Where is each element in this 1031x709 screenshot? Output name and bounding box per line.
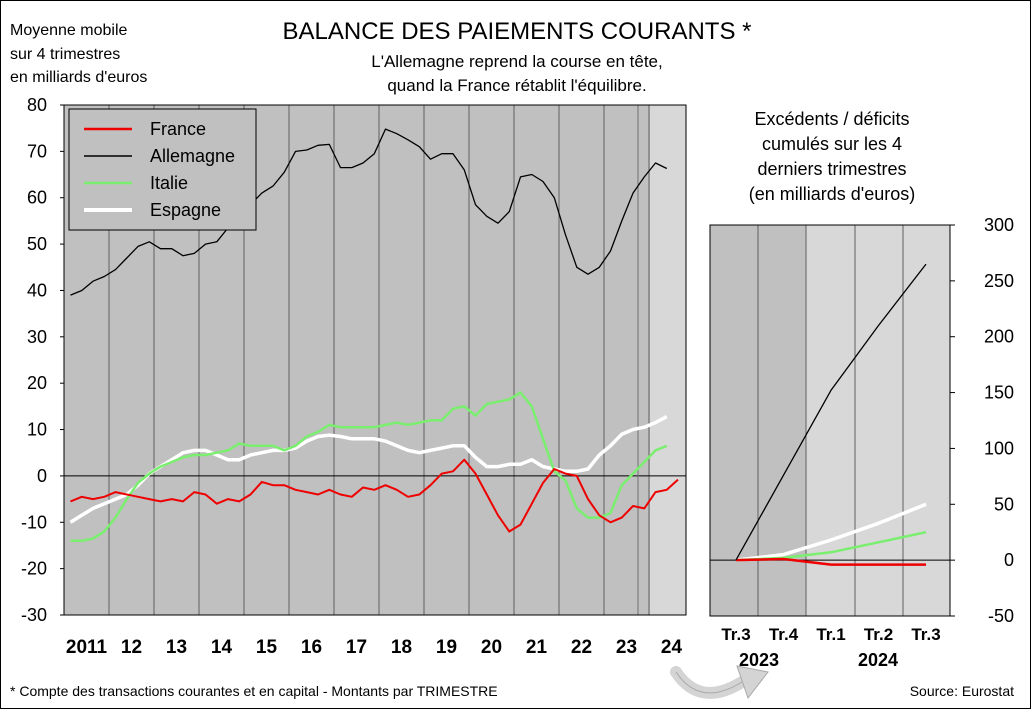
main-x-tick-label: 22 [571,637,592,658]
main-y-tick-label: 80 [27,95,47,115]
cumulative-line-france [735,557,926,566]
chart-subtitle-line-1: L'Allemagne reprend la course en tête, [371,52,662,71]
main-x-tick-label: 20 [481,637,502,658]
units-line-2: sur 4 trimestres [10,46,120,63]
legend-label-allemagne: Allemagne [150,146,235,166]
cumulative-x-tick-label: Tr.3 [721,625,750,644]
main-x-tick-label: 19 [436,637,457,658]
main-plot-border [63,104,687,616]
cumulative-line-allemagne [735,263,927,561]
footnote: * Compte des transactions courantes et e… [10,683,498,699]
main-y-tick-label: 40 [27,280,47,300]
cumulative-y-tick-label: 50 [994,494,1014,514]
main-y-tick-label: 10 [27,420,47,440]
cumulative-title-line-3: derniers trimestres [757,159,906,179]
chart-subtitle-line-2: quand la France rétablit l'équilibre. [387,76,646,95]
main-y-tick-label: -30 [21,605,47,625]
units-line-1: Moyenne mobile [10,22,128,39]
main-chart: 80 70 60 50 40 30 20 10 0 -10 -20 -30 2011 12 13 14 15 1… [21,95,687,658]
series-line-italie [70,391,668,543]
main-y-tick-label: 60 [27,188,47,208]
cumulative-x-tick-label: Tr.3 [911,625,940,644]
cumulative-y-tick-label: 200 [984,327,1014,347]
main-x-tick-label: 15 [256,637,278,658]
units-line-3: en milliards d'euros [10,69,147,86]
series-line-allemagne [70,128,668,296]
main-x-tick-label: 23 [616,637,637,658]
main-x-tick-label: 24 [661,637,683,658]
cumulative-year-2024: 2024 [858,650,898,670]
main-plot-recent-band [650,105,686,615]
main-x-tick-label: 13 [166,637,187,658]
cumulative-year-2023: 2023 [739,650,779,670]
legend-label-italie: Italie [150,173,188,193]
main-x-tick-label: 2011 [66,637,108,658]
cumulative-y-tick-label: 150 [984,383,1014,403]
series-line-france [70,458,679,533]
legend: France Allemagne Italie Espagne [68,108,257,231]
cumulative-plot-border [709,224,951,617]
cumulative-title-line-2: cumulés sur les 4 [762,134,902,154]
cumulative-y-tick-label: 250 [984,271,1014,291]
main-y-tick-label: 30 [27,327,47,347]
source-label: Source: Eurostat [910,683,1014,699]
main-x-tick-label: 16 [301,637,322,658]
main-x-tick-label: 17 [346,637,367,658]
main-y-tick-label: 50 [27,234,47,254]
main-y-tick-label: 70 [27,141,47,161]
cumulative-y-tick-label: 300 [984,215,1014,235]
main-y-tick-label: 20 [27,373,47,393]
cumulative-y-tick-label: 100 [984,438,1014,458]
main-x-tick-label: 12 [121,637,142,658]
cumulative-title-line-4: (en milliards d'euros) [749,184,916,204]
main-y-tick-label: -10 [21,512,47,532]
cumulative-chart: Excédents / déficits cumulés sur les 4 d… [709,109,1014,670]
cumulative-x-tick-label: Tr.4 [769,625,799,644]
chart-title: BALANCE DES PAIEMENTS COURANTS * [283,18,752,45]
main-y-tick-label: 0 [37,466,47,486]
cumulative-y-tick-label: 0 [1004,550,1014,570]
cumulative-y-tick-label: -50 [988,606,1014,626]
main-x-tick-label: 14 [211,637,233,658]
main-x-tick-label: 18 [391,637,412,658]
cumulative-x-tick-label: Tr.1 [816,625,845,644]
cumulative-title-line-1: Excédents / déficits [754,109,909,129]
transition-arrow-icon [670,665,769,700]
series-line-espagne [69,415,668,524]
legend-label-espagne: Espagne [150,200,221,220]
main-x-tick-label: 21 [526,637,548,658]
main-y-tick-label: -20 [21,559,47,579]
cumulative-line-espagne [735,502,927,562]
cumulative-x-tick-label: Tr.2 [864,625,893,644]
legend-label-france: France [150,119,206,139]
